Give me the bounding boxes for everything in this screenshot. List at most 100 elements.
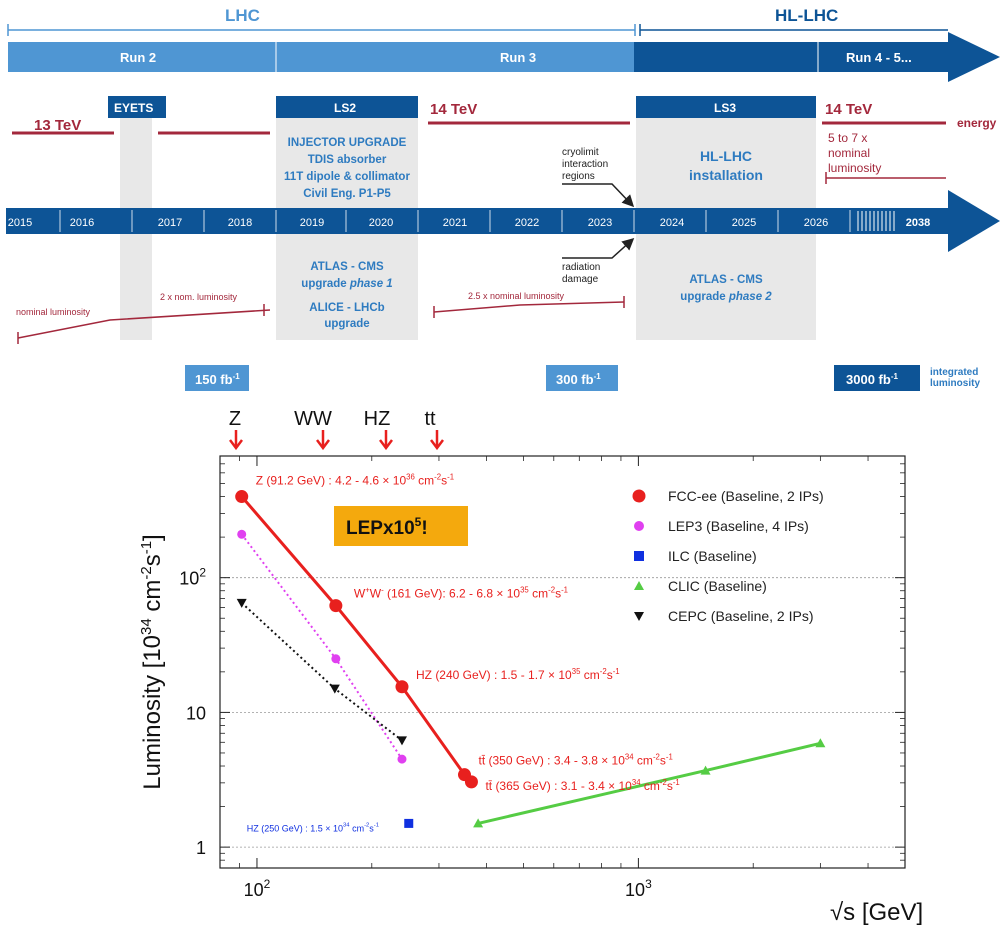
ls3-label: LS3 — [714, 101, 736, 115]
legend-entry: FCC-ee (Baseline, 2 IPs) — [668, 488, 824, 504]
radiation-note-line: damage — [562, 274, 599, 285]
energy-label: energy — [957, 116, 997, 130]
ls2-text-line: TDIS absorber — [308, 154, 387, 166]
axis-ticks: 1 10 102 102 103 — [179, 455, 906, 900]
data-point — [331, 654, 341, 664]
eyets-label: EYETS — [114, 101, 153, 115]
legend-entry: CEPC (Baseline, 2 IPs) — [668, 608, 814, 624]
hl-lumi-note-line: luminosity — [828, 161, 881, 175]
hl-lumi-note-line: nominal — [828, 146, 870, 160]
year-bar — [6, 208, 950, 234]
year-label: 2025 — [732, 217, 756, 229]
lumi-line-run2 — [17, 309, 271, 339]
year-label: 2023 — [588, 217, 612, 229]
run-bar-hllhc — [634, 42, 948, 72]
radiation-arrow — [562, 237, 635, 259]
y-tick-label: 10 — [186, 703, 206, 723]
integrated-box-300 — [546, 365, 618, 391]
run-bar-lhc — [8, 42, 634, 72]
lumi-note-2-5x: 2.5 x nominal luminosity — [468, 291, 565, 301]
legend-marker — [634, 521, 644, 531]
luminosity-chart: 1 10 102 102 103 Z (91.2 GeV) : 4.2 - 4.6 × … — [138, 408, 923, 926]
run-4-5-label: Run 4 - 5... — [846, 50, 912, 65]
y-tick-label: 1 — [196, 838, 206, 858]
point-annotation: W+W- (161 GeV): 6.2 - 6.8 × 1035 cm-2s-1 — [354, 586, 568, 601]
ls3-lower-phase: upgrade phase 2 — [680, 291, 772, 303]
legend: FCC-ee (Baseline, 2 IPs) LEP3 (Baseline, … — [632, 488, 824, 624]
top-marker-label: Z — [229, 408, 241, 430]
integrated-3000-label: 3000 fb-1 — [846, 372, 898, 387]
data-point — [700, 765, 711, 775]
data-point — [397, 754, 407, 764]
run-2-label: Run 2 — [120, 50, 156, 65]
top-marker-label: HZ — [364, 408, 391, 430]
cryo-note-line: cryolimit — [562, 147, 599, 158]
legend-entry: ILC (Baseline) — [668, 548, 757, 564]
year-label: 2024 — [660, 217, 684, 229]
integrated-box-3000 — [834, 365, 920, 391]
top-marker-label: WW — [294, 408, 332, 430]
radiation-note-line: radiation — [562, 262, 600, 273]
year-labels: 2015 2016 2017 2018 2019 2020 2021 2022 2023 2024… — [8, 210, 930, 232]
legend-marker — [634, 581, 644, 590]
run-3-label: Run 3 — [500, 50, 536, 65]
integrated-box-150 — [185, 365, 249, 391]
lumi-note-2x: 2 x nom. luminosity — [160, 292, 238, 302]
energy-13tev: 13 TeV — [34, 117, 81, 134]
year-label: 2015 — [8, 217, 32, 229]
year-label: 2021 — [443, 217, 467, 229]
ls2-lower-line: ALICE - LHCb — [309, 302, 384, 314]
hl-lumi-note-line: 5 to 7 x — [828, 131, 867, 145]
run-bar-arrowhead — [948, 32, 1000, 82]
top-marker-arrowhead — [229, 439, 243, 451]
year-label: 2017 — [158, 217, 182, 229]
cryo-note-line: interaction — [562, 159, 608, 170]
legend-entry: CLIC (Baseline) — [668, 578, 767, 594]
legend-marker — [632, 489, 646, 503]
point-annotation: HZ (250 GeV) : 1.5 × 1034 cm-2s-1 — [247, 822, 379, 833]
ls2-text-line: Civil Eng. P1-P5 — [303, 188, 391, 200]
year-label: 2016 — [70, 217, 94, 229]
year-label: 2018 — [228, 217, 252, 229]
ls3-text-line: installation — [689, 167, 763, 183]
cryo-note-line: regions — [562, 171, 595, 182]
ls2-text-line: INJECTOR UPGRADE — [288, 137, 407, 149]
lepx10-highlight-text: LEPx105! — [346, 515, 428, 539]
ls2-text-line: 11T dipole & collimator — [284, 171, 410, 183]
y-tick-label: 102 — [179, 566, 206, 589]
lumi-line-run3 — [433, 301, 625, 313]
integrated-150-label: 150 fb-1 — [195, 372, 240, 387]
integrated-label-line: luminosity — [930, 378, 980, 389]
data-point — [815, 738, 826, 748]
data-point — [237, 529, 247, 539]
point-annotation: tt̄ (365 GeV) : 3.1 - 3.4 × 1034 cm-2s-1 — [485, 778, 679, 793]
hllhc-label: HL-LHC — [775, 6, 838, 25]
ls3-lower-line: ATLAS - CMS — [689, 274, 763, 286]
ls2-lower-line: upgrade — [324, 318, 369, 330]
year-label: 2019 — [300, 217, 324, 229]
year-label: 2022 — [515, 217, 539, 229]
legend-entry: LEP3 (Baseline, 4 IPs) — [668, 518, 809, 534]
legend-marker — [634, 612, 644, 621]
data-point — [395, 680, 409, 694]
ls2-lower-line: ATLAS - CMS — [310, 261, 384, 273]
ls3-header — [636, 96, 816, 118]
top-marker-arrowhead — [379, 439, 393, 451]
point-annotation: Z (91.2 GeV) : 4.2 - 4.6 × 1036 cm-2s-1 — [256, 473, 454, 488]
ls2-header — [276, 96, 418, 118]
eyets-header — [108, 96, 166, 118]
annotations: Z (91.2 GeV) : 4.2 - 4.6 × 1036 cm-2s-1 W… — [247, 473, 680, 834]
year-label: 2038 — [906, 217, 930, 229]
cryo-arrow — [562, 183, 635, 208]
lepx10-highlight-box — [334, 506, 468, 546]
top-marker-arrowhead — [430, 439, 444, 451]
ls2-label: LS2 — [334, 101, 356, 115]
data-point — [473, 818, 484, 828]
integrated-label-line: integrated — [930, 367, 978, 378]
data-point — [464, 775, 478, 789]
year-gap-hatch — [857, 211, 895, 231]
data-point — [235, 490, 249, 504]
lumi-note-nominal: nominal luminosity — [16, 307, 91, 317]
lhc-timeline: LHC HL-LHC Run 2 Run 3 Run 4 - 5... EYET… — [6, 6, 1000, 391]
